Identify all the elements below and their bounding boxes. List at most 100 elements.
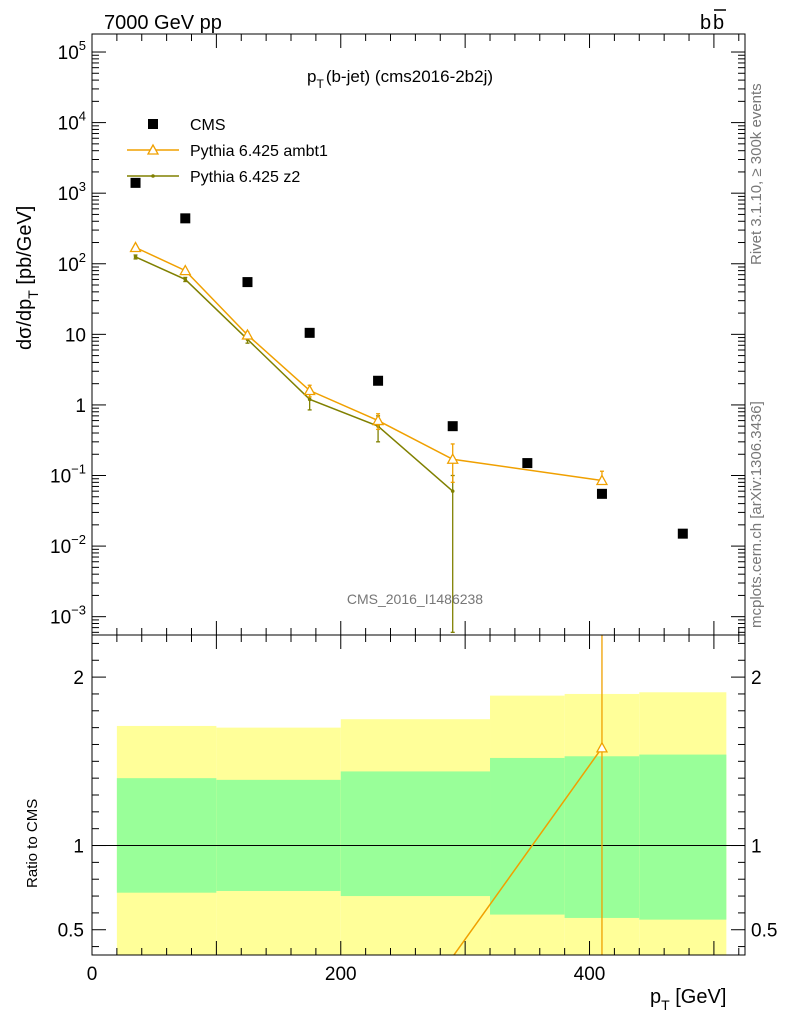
main-title-rest: (b-jet) (cms2016-2b2j) bbox=[326, 67, 493, 86]
ratio-y-tick-label-right: 1 bbox=[751, 837, 762, 858]
data-point bbox=[179, 264, 192, 276]
data-point bbox=[446, 452, 459, 464]
data-point bbox=[242, 277, 253, 288]
legend: CMS Pythia 6.425 ambt1 Pythia 6.425 z2 bbox=[127, 117, 328, 186]
ratio-y-axis-label: Ratio to CMS bbox=[24, 799, 41, 888]
series-z2 bbox=[133, 254, 455, 633]
legend-entry: CMS bbox=[148, 117, 226, 134]
series-line bbox=[135, 246, 603, 482]
uncertainty-band-inner bbox=[340, 771, 491, 897]
x-tick-label: 400 bbox=[574, 964, 606, 985]
y-tick-exponent: 4 bbox=[79, 109, 86, 124]
legend-entry: Pythia 6.425 ambt1 bbox=[127, 143, 328, 160]
ratio-line bbox=[452, 747, 603, 955]
x-tick-label: 200 bbox=[325, 964, 357, 985]
data-point bbox=[373, 375, 384, 386]
ratio-point bbox=[595, 741, 609, 753]
legend-label: Pythia 6.425 z2 bbox=[190, 169, 300, 186]
ratio-axes: 0.5 0.5 1 1 2 2 0 200 400 bbox=[58, 634, 777, 985]
process-label-bbar: b bbox=[713, 12, 724, 34]
uncertainty-band-inner bbox=[116, 778, 217, 893]
data-point bbox=[595, 474, 609, 486]
xlabel-rest: [GeV] bbox=[670, 986, 727, 1008]
data-point bbox=[129, 241, 142, 253]
ylabel-sub: T bbox=[25, 290, 41, 299]
y-tick-base: 1 bbox=[75, 396, 86, 417]
mcplots-label: mcplots.cern.ch [arXiv:1306.3436] bbox=[748, 401, 765, 628]
ratio-panel: 0.5 0.5 1 1 2 2 0 200 400 Ratio to CMS pT [GeV] bbox=[24, 634, 777, 1013]
ratio-y-tick-label-right: 2 bbox=[751, 668, 762, 689]
y-tick-exponent: −3 bbox=[71, 603, 86, 618]
y-tick-exponent: 3 bbox=[79, 179, 86, 194]
data-point bbox=[180, 213, 191, 224]
data-point bbox=[303, 384, 316, 396]
y-tick-base: 10 bbox=[50, 608, 71, 629]
y-tick-label: 10−1 bbox=[50, 462, 86, 488]
main-y-axis-label: dσ/dpT [pb/GeV] bbox=[14, 206, 41, 350]
main-title-sub: T bbox=[316, 77, 324, 91]
uncertainty-band-inner bbox=[216, 779, 341, 891]
y-tick-base: 10 bbox=[50, 537, 71, 558]
legend-marker bbox=[148, 119, 158, 129]
analysis-watermark: CMS_2016_I1486238 bbox=[347, 591, 483, 607]
y-tick-exponent: −2 bbox=[71, 532, 86, 547]
y-tick-base: 10 bbox=[58, 184, 79, 205]
y-tick-label: 104 bbox=[58, 109, 86, 135]
uncertainty-band-inner bbox=[639, 754, 727, 920]
y-tick-label: 105 bbox=[58, 38, 86, 64]
ratio-y-tick-label: 2 bbox=[73, 668, 84, 689]
data-point bbox=[596, 488, 607, 499]
ratio-y-tick-label: 0.5 bbox=[58, 921, 84, 942]
xlabel-sub: T bbox=[661, 997, 670, 1013]
data-point bbox=[130, 177, 141, 188]
legend-marker bbox=[151, 174, 155, 178]
data-point bbox=[450, 489, 455, 493]
y-tick-base: 10 bbox=[50, 467, 71, 488]
legend-marker bbox=[146, 143, 160, 155]
data-point bbox=[371, 414, 385, 426]
x-tick-label: 0 bbox=[87, 964, 98, 985]
main-title: pT (b-jet) (cms2016-2b2j) bbox=[307, 67, 493, 91]
x-axis-label: pT [GeV] bbox=[650, 986, 726, 1013]
process-label: b b bbox=[700, 9, 726, 34]
energy-label: 7000 GeV pp bbox=[104, 12, 222, 34]
data-point bbox=[241, 328, 254, 340]
y-tick-base: 10 bbox=[58, 43, 79, 64]
y-tick-label: 10−3 bbox=[50, 603, 86, 629]
y-tick-label: 103 bbox=[58, 179, 86, 205]
ylabel-main: dσ/dp bbox=[14, 299, 36, 350]
y-tick-label: 1 bbox=[75, 396, 86, 417]
y-tick-base: 10 bbox=[58, 114, 79, 135]
legend-label: Pythia 6.425 ambt1 bbox=[190, 143, 328, 160]
data-point bbox=[447, 421, 458, 432]
legend-label: CMS bbox=[190, 117, 226, 134]
y-tick-base: 10 bbox=[65, 325, 86, 346]
xlabel-main: p bbox=[650, 986, 661, 1008]
y-tick-label: 102 bbox=[58, 250, 86, 276]
ratio-y-tick-label: 1 bbox=[73, 837, 84, 858]
y-tick-exponent: 5 bbox=[79, 38, 86, 53]
main-title-p: p bbox=[307, 67, 316, 86]
rivet-label: Rivet 3.1.10, ≥ 300k events bbox=[748, 83, 765, 265]
y-tick-label: 10 bbox=[65, 325, 86, 346]
ratio-series-ambt1 bbox=[452, 635, 609, 955]
ratio-y-tick-label-right: 0.5 bbox=[751, 921, 777, 942]
data-point bbox=[133, 255, 138, 259]
y-tick-exponent: 2 bbox=[79, 250, 86, 265]
uncertainty-band-inner bbox=[490, 757, 565, 915]
ratio-plot-content bbox=[92, 635, 745, 955]
y-tick-exponent: −1 bbox=[71, 462, 86, 477]
main-plot-content bbox=[129, 177, 688, 633]
legend-entry: Pythia 6.425 z2 bbox=[127, 169, 300, 186]
series-ambt1 bbox=[129, 241, 609, 486]
data-point bbox=[304, 327, 315, 338]
ylabel-rest: [pb/GeV] bbox=[14, 206, 36, 291]
series-line bbox=[135, 256, 454, 492]
y-tick-base: 10 bbox=[58, 255, 79, 276]
series-cms bbox=[130, 177, 688, 539]
process-label-b: b bbox=[700, 12, 711, 34]
data-point bbox=[307, 397, 312, 402]
